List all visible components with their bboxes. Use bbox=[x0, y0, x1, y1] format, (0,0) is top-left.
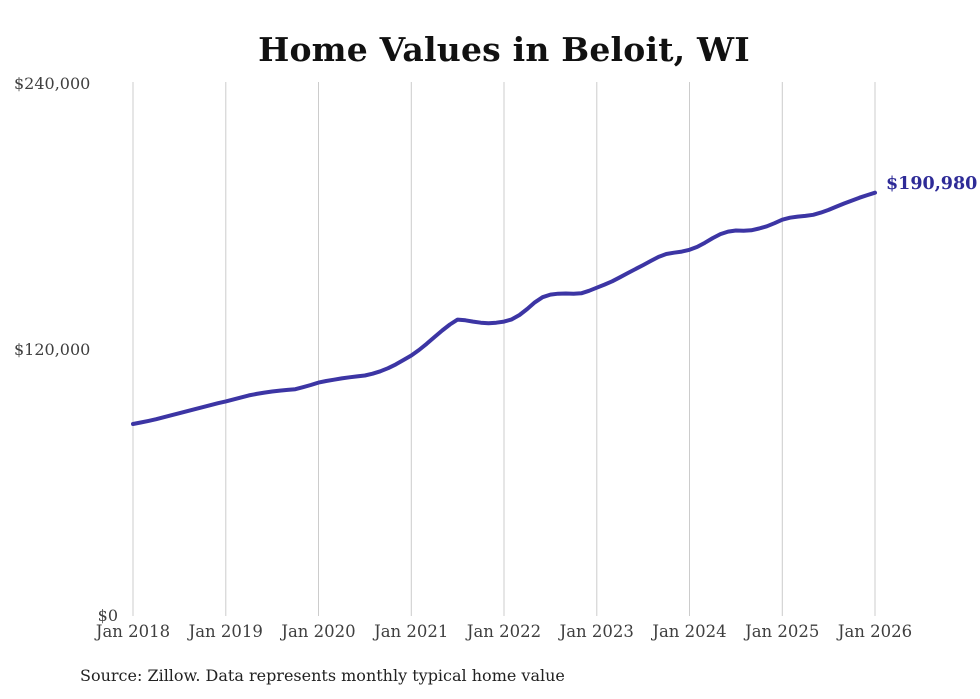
gridlines bbox=[132, 82, 876, 616]
x-axis-tick-label: Jan 2025 bbox=[745, 622, 820, 641]
y-axis-tick-label: $0 bbox=[97, 606, 118, 625]
source-note: Source: Zillow. Data represents monthly … bbox=[80, 666, 565, 685]
value-line bbox=[131, 190, 877, 426]
x-axis-tick-label: Jan 2021 bbox=[374, 622, 449, 641]
x-axis-tick-label: Jan 2026 bbox=[837, 622, 913, 641]
y-axis-tick-label: $120,000 bbox=[14, 340, 91, 359]
x-axis-tick-label: Jan 2024 bbox=[652, 622, 727, 641]
chart-title: Home Values in Beloit, WI bbox=[258, 30, 750, 69]
x-axis-tick-label: Jan 2023 bbox=[559, 622, 634, 641]
x-axis-tick-label: Jan 2020 bbox=[281, 622, 356, 641]
y-axis-tick-label: $240,000 bbox=[14, 74, 91, 93]
x-axis-tick-label: Jan 2018 bbox=[95, 622, 171, 641]
x-axis-tick-label: Jan 2019 bbox=[188, 622, 263, 641]
x-axis-tick-label: Jan 2022 bbox=[466, 622, 542, 641]
last-value-label: $190,980 bbox=[886, 174, 978, 194]
